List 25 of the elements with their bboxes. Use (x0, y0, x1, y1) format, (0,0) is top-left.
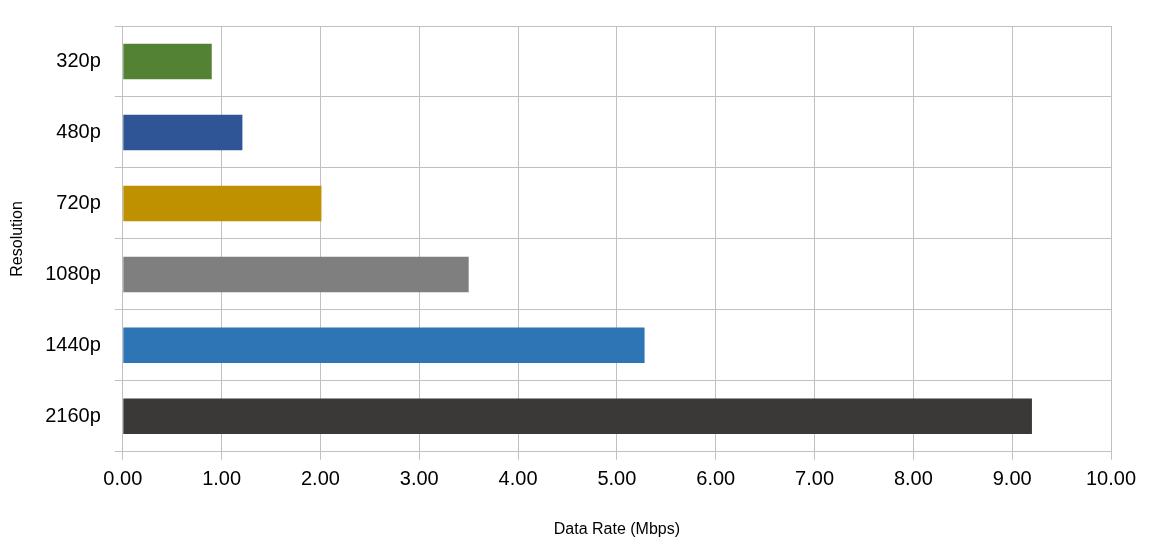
x-tick-label: 2.00 (300, 467, 340, 490)
y-tick-label: 720p (56, 190, 101, 213)
x-tick-label: 1.00 (202, 467, 242, 490)
x-tick-label: 4.00 (498, 467, 538, 490)
x-tick-label: 7.00 (795, 467, 835, 490)
y-axis-title: Resolution (8, 201, 26, 277)
x-axis-title: Data Rate (Mbps) (553, 519, 681, 537)
x-tick-label: 8.00 (893, 467, 933, 490)
bar (123, 43, 212, 80)
x-tick-label: 10.00 (1085, 467, 1137, 490)
y-tick-label: 320p (56, 49, 101, 71)
y-tick-label: 480p (56, 119, 101, 142)
y-tick-label: 1440p (45, 332, 101, 355)
y-tick-label: 2160p (45, 403, 101, 426)
bar (123, 114, 243, 151)
x-tick-label: 0.00 (103, 467, 143, 490)
bar (123, 256, 469, 293)
x-tick-label: 9.00 (992, 467, 1032, 490)
x-tick-label: 6.00 (696, 467, 736, 490)
x-tick-label: 3.00 (399, 467, 439, 490)
bar (123, 327, 645, 364)
x-tick-label: 5.00 (597, 467, 637, 490)
bar (123, 398, 1032, 435)
bar (123, 185, 322, 222)
y-tick-label: 1080p (45, 261, 101, 284)
